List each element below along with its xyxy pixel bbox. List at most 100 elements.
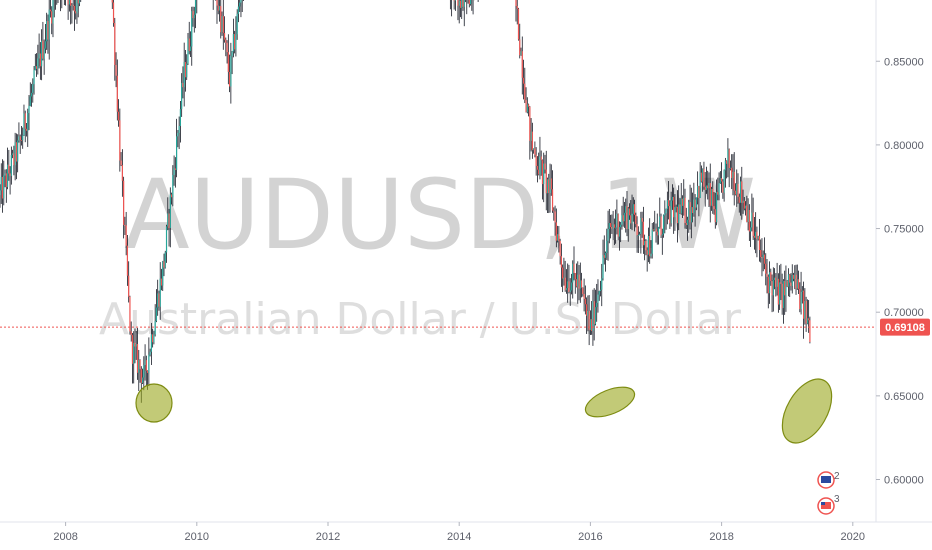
candle-body <box>72 5 74 6</box>
candle-body <box>8 164 10 174</box>
candle-body <box>230 56 232 87</box>
candle-body <box>651 229 653 254</box>
candle-body <box>613 224 615 228</box>
candle-body <box>52 0 54 24</box>
candle-body <box>771 281 773 296</box>
candle-body <box>129 296 131 332</box>
candle-body <box>68 0 70 5</box>
candle-body <box>453 0 455 1</box>
candle-body <box>46 20 48 42</box>
candle-body <box>592 301 594 331</box>
candle-body <box>141 377 144 383</box>
candle-body <box>776 278 778 287</box>
candle-body <box>121 165 123 181</box>
candle-body <box>164 252 166 268</box>
candle-body <box>665 208 667 214</box>
candle-body <box>606 240 608 253</box>
candle-body <box>762 254 764 258</box>
candle-body <box>637 235 639 236</box>
candle-body <box>49 9 52 12</box>
candle-body <box>225 39 227 43</box>
candle-body <box>217 5 219 11</box>
candle-body <box>140 369 142 383</box>
candle-body <box>188 38 190 51</box>
candle-body <box>652 229 655 231</box>
event-badge-au[interactable]: 2 <box>817 471 840 489</box>
candle-body <box>128 275 130 297</box>
candle-body <box>520 51 522 56</box>
candle-body <box>459 0 462 8</box>
candle-body <box>544 163 546 170</box>
candle-body <box>1 176 4 199</box>
candle-body <box>539 156 541 175</box>
candle-body <box>159 278 161 307</box>
watermark-description: Australian Dollar / U.S. Dollar <box>99 294 742 345</box>
candle-body <box>642 221 644 246</box>
candle-body <box>42 40 44 59</box>
candle-body <box>630 215 632 224</box>
candle-body <box>787 274 790 287</box>
candle-body <box>722 181 724 193</box>
candle-body <box>611 227 613 229</box>
price-axis[interactable]: 0.60000 0.65000 0.70000 0.75000 0.80000 0.850… <box>876 0 924 487</box>
candle-body <box>738 196 740 203</box>
time-tick-label: 2014 <box>447 531 471 543</box>
candle-body <box>712 188 714 207</box>
event-badge-us[interactable]: 3 <box>817 494 840 515</box>
candle-body <box>635 214 637 225</box>
candle-body <box>236 13 238 35</box>
candle-body <box>123 180 125 225</box>
candle-body <box>187 38 189 64</box>
candle-body <box>664 213 666 216</box>
candle-body <box>18 136 20 141</box>
candle-body <box>551 189 554 211</box>
time-tick-label: 2018 <box>709 531 733 543</box>
candle-body <box>691 207 694 214</box>
candle-body <box>181 82 183 110</box>
candle-body <box>743 200 745 209</box>
candle-body <box>15 142 17 162</box>
candle-body <box>527 104 530 107</box>
candle-body <box>20 140 23 141</box>
us-flag-stripes <box>821 502 831 509</box>
candle-body <box>695 197 697 208</box>
candle-body <box>584 298 586 305</box>
candle-body <box>111 0 113 3</box>
candle-body <box>750 227 752 232</box>
candle-body <box>604 252 607 258</box>
candle-body <box>521 51 523 78</box>
candle-body <box>726 160 728 164</box>
candle-body <box>135 343 137 347</box>
candle-body <box>157 293 159 308</box>
candle-body <box>179 109 181 126</box>
candle-body <box>47 20 49 40</box>
candle-body <box>114 22 116 66</box>
candle-body <box>38 53 40 59</box>
candle-body <box>731 167 733 178</box>
highlight-ellipse-2019 <box>781 378 833 444</box>
candle-body <box>662 215 665 235</box>
candle-body <box>173 168 175 175</box>
candle-body <box>13 153 15 166</box>
candle-body <box>522 77 525 84</box>
candle-body <box>182 82 184 88</box>
candle-body <box>555 222 557 241</box>
candle-body <box>125 225 127 246</box>
time-axis[interactable]: 2008 2010 2012 2014 2016 2018 2020 <box>53 522 865 543</box>
price-tick-label: 0.80000 <box>884 140 924 152</box>
candle-body <box>628 208 631 216</box>
candle-body <box>598 291 600 295</box>
candle-body <box>699 172 701 198</box>
candle-body <box>23 113 25 136</box>
candle-body <box>562 267 564 279</box>
candle-body <box>583 293 585 299</box>
candle-body <box>623 212 626 222</box>
candle-body <box>130 331 132 336</box>
candle-body <box>543 163 545 185</box>
candle-body <box>645 241 647 251</box>
candle-body <box>560 256 562 268</box>
candle-body <box>131 335 134 364</box>
candle-body <box>646 250 648 255</box>
candle-body <box>580 280 583 288</box>
